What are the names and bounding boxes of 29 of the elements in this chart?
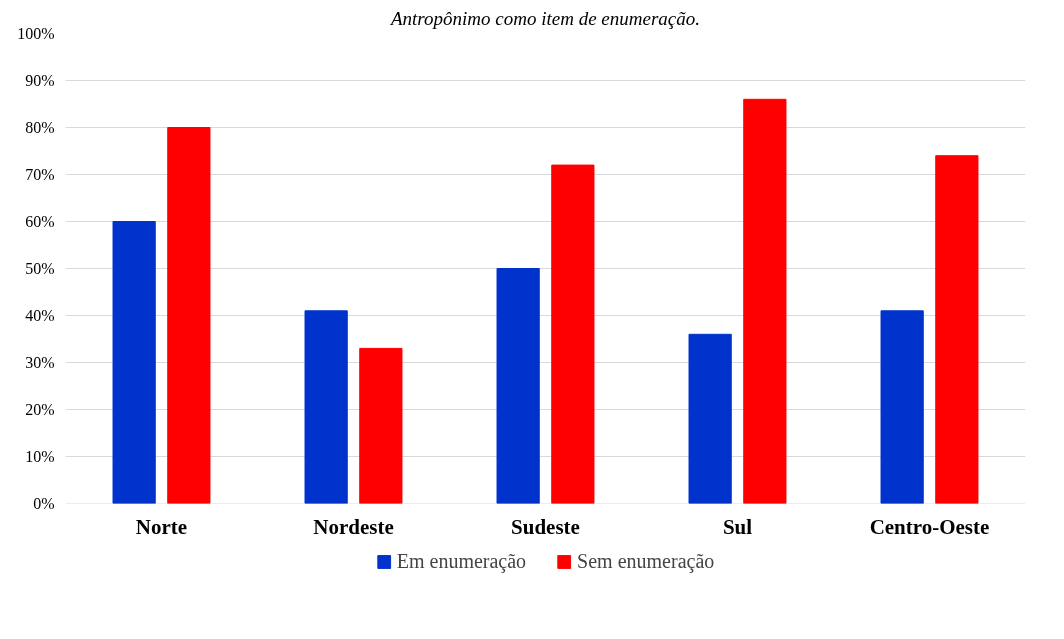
y-tick-label: 90% xyxy=(25,72,55,89)
bar xyxy=(551,164,595,504)
legend-label: Sem enumeração xyxy=(577,549,715,573)
bar xyxy=(880,310,924,504)
y-tick-label: 80% xyxy=(25,119,55,136)
y-tick-label: 20% xyxy=(25,401,55,418)
bar xyxy=(743,98,787,504)
x-tick-label: Nordeste xyxy=(313,514,394,539)
x-tick-label: Norte xyxy=(135,514,188,539)
y-tick-label: 60% xyxy=(25,213,55,230)
bar xyxy=(688,333,732,504)
bar xyxy=(496,268,540,504)
y-tick-label: 100% xyxy=(17,25,55,42)
y-tick-label: 10% xyxy=(25,448,55,465)
legend-label: Em enumeração xyxy=(396,549,527,573)
bar xyxy=(935,155,979,504)
y-tick-label: 30% xyxy=(25,354,55,371)
bar xyxy=(359,347,403,504)
x-tick-label: Centro-Oeste xyxy=(869,514,990,539)
chart-title: Antropônimo como item de enumeração. xyxy=(388,7,701,29)
x-tick-label: Sul xyxy=(722,514,753,539)
y-tick-label: 0% xyxy=(33,495,55,512)
bar xyxy=(112,221,156,504)
x-tick-label: Sudeste xyxy=(511,514,580,539)
bar xyxy=(167,127,211,504)
bar xyxy=(304,310,348,504)
y-tick-label: 70% xyxy=(25,166,55,183)
y-tick-label: 40% xyxy=(25,307,55,324)
y-tick-label: 50% xyxy=(25,260,55,277)
